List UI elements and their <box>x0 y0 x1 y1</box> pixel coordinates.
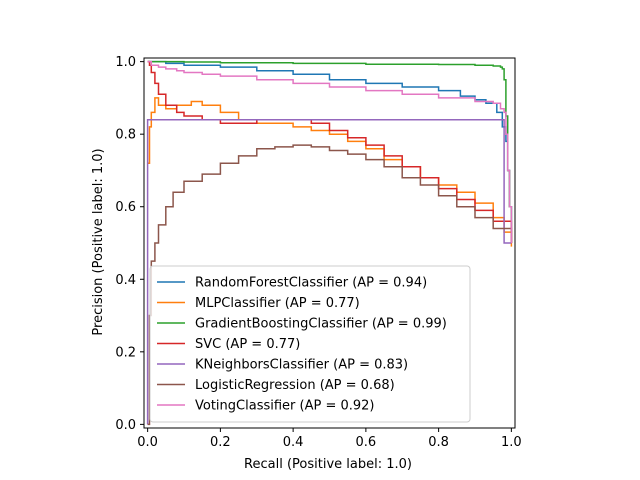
legend-entry-2: GradientBoostingClassifier (AP = 0.99) <box>195 317 447 332</box>
y-tick-label-1: 0.2 <box>115 345 136 360</box>
legend-entry-4: KNeighborsClassifier (AP = 0.83) <box>195 358 408 373</box>
legend-entry-0: RandomForestClassifier (AP = 0.94) <box>195 276 427 291</box>
y-tick-label-4: 0.8 <box>115 128 136 143</box>
x-tick-label-4: 0.8 <box>428 435 449 450</box>
y-tick-label-2: 0.4 <box>115 273 136 288</box>
y-axis-title: Precision (Positive label: 1.0) <box>91 148 106 335</box>
legend-box <box>149 265 471 423</box>
series-line-6 <box>147 60 513 243</box>
x-axis-ticks: 0.0 0.2 0.4 0.6 0.8 1.0 <box>137 428 522 450</box>
legend-entry-3: SVC (AP = 0.77) <box>195 337 300 352</box>
plot-frame <box>143 57 516 429</box>
series-line-0 <box>147 60 513 243</box>
x-tick-label-5: 1.0 <box>501 435 522 450</box>
legend: RandomForestClassifier (AP = 0.94) MLPCla… <box>149 265 471 423</box>
y-tick-label-3: 0.6 <box>115 200 136 215</box>
legend-entry-1: MLPClassifier (AP = 0.77) <box>195 296 360 311</box>
y-tick-label-5: 1.0 <box>115 55 136 70</box>
x-tick-label-2: 0.4 <box>283 435 304 450</box>
series-line-2 <box>147 60 513 243</box>
x-tick-label-1: 0.2 <box>210 435 231 450</box>
x-tick-label-3: 0.6 <box>356 435 377 450</box>
legend-entry-5: LogisticRegression (AP = 0.68) <box>195 378 395 393</box>
y-tick-label-0: 0.0 <box>115 418 136 433</box>
series-line-5 <box>147 144 513 426</box>
x-axis-title: Recall (Positive label: 1.0) <box>244 457 412 472</box>
series-layer <box>146 60 513 426</box>
y-axis-ticks: 0.0 0.2 0.4 0.6 0.8 1.0 <box>115 55 144 433</box>
legend-entry-6: VotingClassifier (AP = 0.92) <box>195 399 375 414</box>
x-tick-label-0: 0.0 <box>137 435 158 450</box>
series-line-4 <box>146 118 512 425</box>
